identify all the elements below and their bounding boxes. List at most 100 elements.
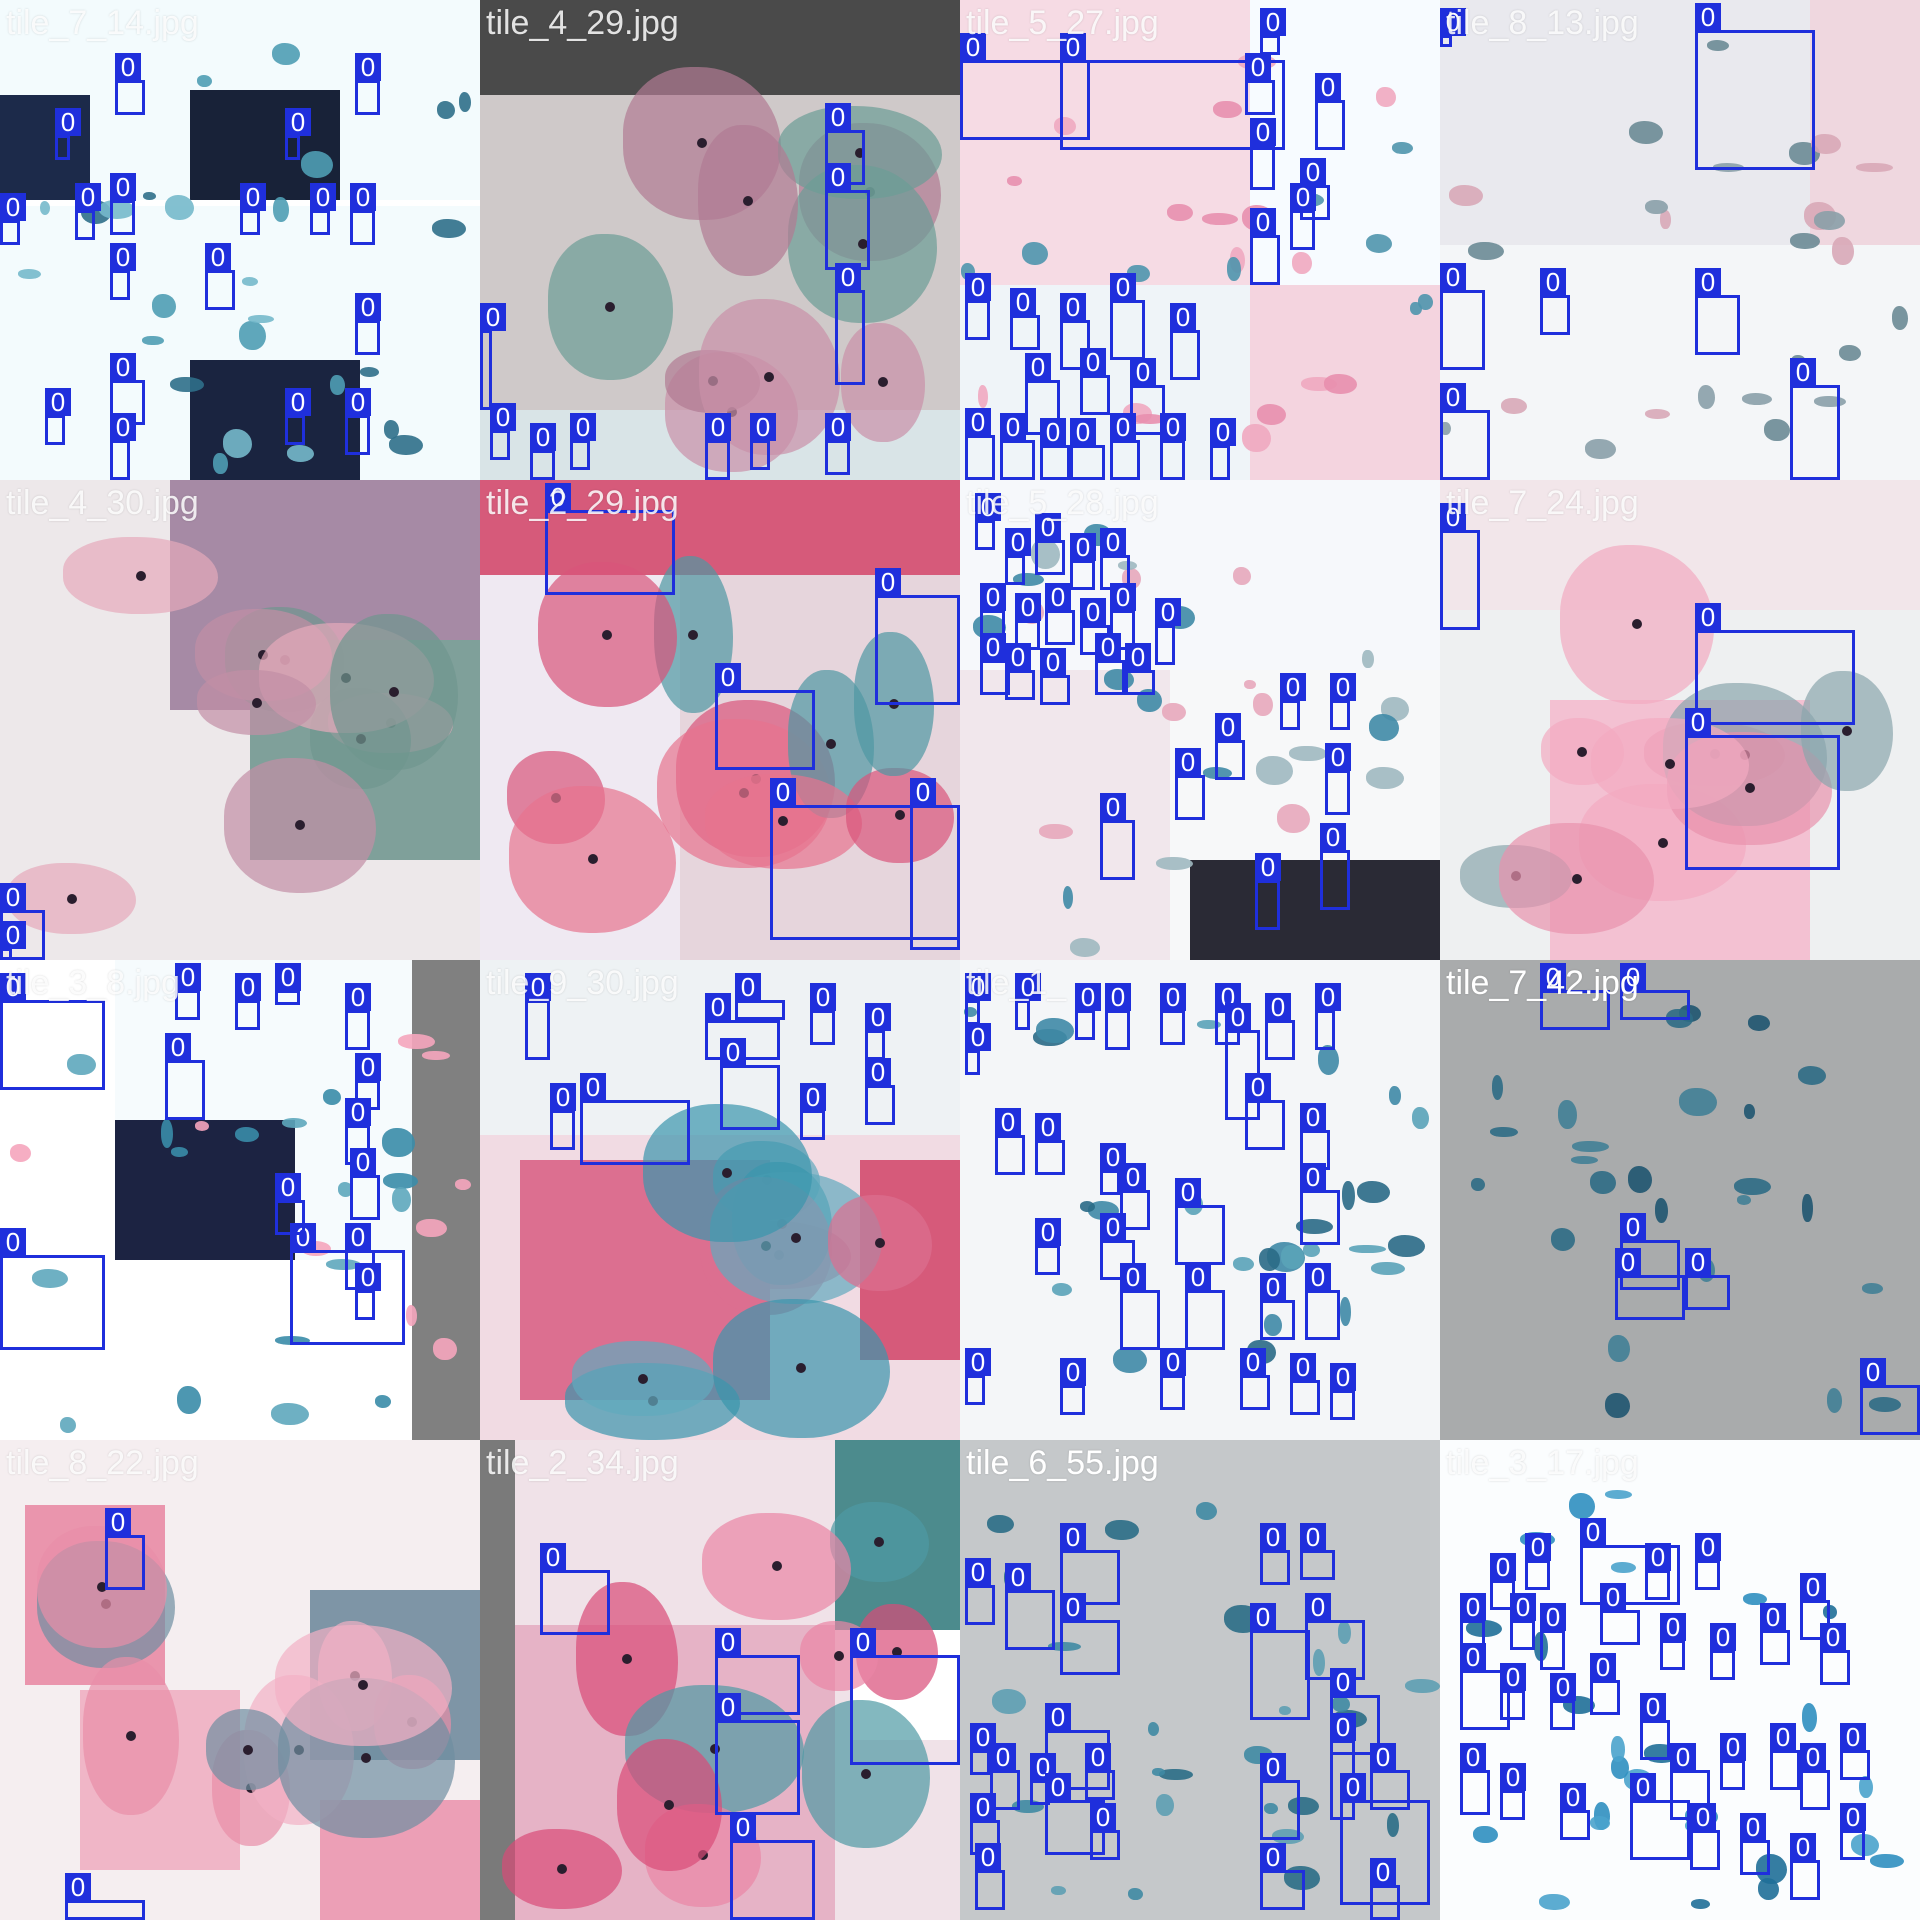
detection-class-label: 0 <box>1225 1003 1251 1031</box>
cell-shape <box>1608 1335 1630 1363</box>
cell-shape <box>1296 1218 1334 1234</box>
cell-shape <box>1047 1641 1082 1651</box>
detection-box: 0 <box>1305 1593 1365 1680</box>
cell-shape <box>1197 1019 1221 1030</box>
cell-shape <box>286 445 314 462</box>
detection-class-label: 0 <box>570 413 596 441</box>
detection-box: 0 <box>1740 1813 1770 1875</box>
detection-box: 0 <box>285 388 311 445</box>
detection-box: 0 <box>1175 1178 1225 1265</box>
cell-nucleus <box>361 1752 372 1763</box>
cell-shape <box>1112 1347 1148 1374</box>
detection-class-label: 0 <box>1160 983 1186 1011</box>
cell-shape <box>1489 1126 1519 1138</box>
cell-nucleus <box>857 239 868 249</box>
cell-shape <box>1814 211 1845 230</box>
detection-class-label: 0 <box>0 921 26 949</box>
cell-nucleus <box>764 371 775 382</box>
detection-box: 0 <box>525 973 551 1060</box>
detection-class-label: 0 <box>1045 1703 1071 1731</box>
detection-class-label: 0 <box>1640 1693 1666 1721</box>
detection-class-label: 0 <box>1620 963 1646 991</box>
detection-class-label: 0 <box>865 1058 891 1086</box>
detection-class-label: 0 <box>1300 1163 1326 1191</box>
detection-class-label: 0 <box>205 243 231 271</box>
cell-shape <box>1342 1181 1355 1211</box>
detection-class-label: 0 <box>1255 853 1281 881</box>
detection-class-label: 0 <box>1110 273 1136 301</box>
detection-box: 0 <box>1080 348 1110 415</box>
detection-box: 0 <box>1560 1783 1590 1840</box>
cell-nucleus <box>709 1743 720 1754</box>
mosaic-tile: tile_3_17.jpg 0 0 0 0 0 0 0 0 0 0 0 0 0 0 0 0 0 0 0 0 0 0 0 0 0 0 0… <box>1440 1440 1920 1920</box>
cell-shape <box>383 419 400 439</box>
detection-box: 0 <box>1160 413 1186 480</box>
detection-class-label: 0 <box>965 273 991 301</box>
detection-box: 0 <box>1260 1523 1290 1585</box>
cell-shape <box>1069 938 1101 958</box>
cell-shape <box>161 1119 174 1148</box>
cell-shape <box>1742 1593 1767 1606</box>
detection-class-label: 0 <box>1580 1518 1606 1546</box>
detection-class-label: 0 <box>1245 1073 1271 1101</box>
detection-class-label: 0 <box>55 108 81 136</box>
detection-class-label: 0 <box>1170 303 1196 331</box>
detection-class-label: 0 <box>995 1108 1021 1136</box>
mosaic-tile: tile_3_8.jpg 0 0 0 0 0 0 0 0 0 0 0 0 0 0 <box>0 960 480 1440</box>
detection-box: 0 <box>1330 1363 1356 1420</box>
detection-class-label: 0 <box>865 1003 891 1031</box>
detection-class-label: 0 <box>1160 1348 1186 1376</box>
cell-nucleus <box>294 820 305 831</box>
tile-filename-label: tile_3_17.jpg <box>1446 1444 1639 1482</box>
cell-shape <box>1814 396 1847 408</box>
detection-box: 0 <box>345 388 371 455</box>
detection-class-label: 0 <box>1080 348 1106 376</box>
detection-class-label: 0 <box>980 633 1006 661</box>
cell-shape <box>1317 1045 1340 1076</box>
detection-box: 0 <box>1015 973 1041 1030</box>
detection-box: 0 <box>975 493 1001 550</box>
tile-background-panel <box>190 90 340 200</box>
cell-nucleus <box>1841 726 1852 737</box>
detection-class-label: 0 <box>735 973 761 1001</box>
cell-nucleus <box>243 1744 253 1755</box>
cell-shape <box>271 1403 309 1425</box>
cell-nucleus <box>388 687 399 698</box>
cell-shape <box>1288 1796 1320 1816</box>
tile-filename-label: tile_7_42.jpg <box>1446 964 1639 1002</box>
cell-shape <box>406 1305 417 1326</box>
detection-class-label: 0 <box>175 963 201 991</box>
tile-filename-label: tile_8_13.jpg <box>1446 4 1639 42</box>
cell-nucleus <box>697 138 708 149</box>
cell-shape <box>991 1689 1027 1714</box>
cell-shape <box>213 452 228 474</box>
detection-class-label: 0 <box>1155 598 1181 626</box>
cell-shape <box>1706 40 1729 52</box>
detection-box: 0 <box>1615 1248 1685 1320</box>
cell-shape <box>1644 408 1670 419</box>
detection-box: 0 <box>490 403 516 460</box>
detection-class-label: 0 <box>1590 1653 1616 1681</box>
detection-box: 0 <box>540 1543 610 1635</box>
detection-class-label: 0 <box>1035 1218 1061 1246</box>
cell-shape <box>431 218 466 239</box>
detection-class-label: 0 <box>1015 593 1041 621</box>
detection-box: 0 <box>965 1023 991 1075</box>
cell-shape <box>1655 1197 1669 1224</box>
cell-shape <box>1590 1171 1616 1195</box>
detection-box: 0 <box>1500 1663 1526 1720</box>
detection-box: 0 <box>1185 1263 1225 1350</box>
detection-class-label: 0 <box>355 53 381 81</box>
cell-shape <box>1332 1696 1351 1713</box>
cell-shape <box>1105 1520 1139 1541</box>
detection-class-label: 0 <box>850 1628 876 1656</box>
cell-shape <box>964 1007 977 1017</box>
detection-box: 0 <box>865 1058 895 1125</box>
cell-shape <box>1629 121 1663 144</box>
detection-class-label: 0 <box>1540 963 1566 991</box>
detection-class-label: 0 <box>310 183 336 211</box>
detection-class-label: 0 <box>1280 673 1306 701</box>
detection-class-label: 0 <box>1260 1273 1286 1301</box>
detection-class-label: 0 <box>1710 1623 1736 1651</box>
detection-class-label: 0 <box>540 1543 566 1571</box>
